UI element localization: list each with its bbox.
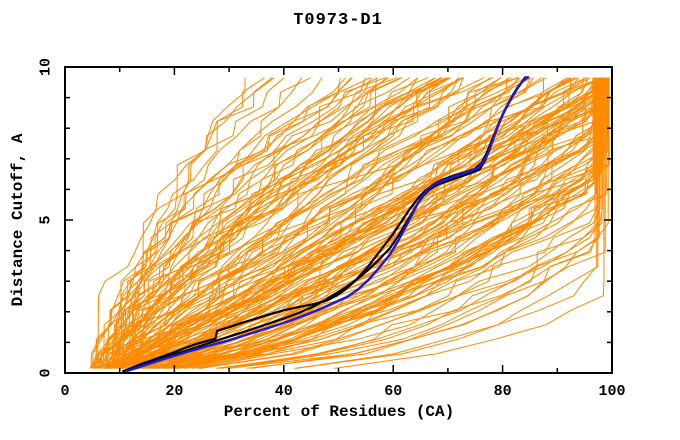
orange-model-curve: [104, 77, 502, 369]
orange-model-curve: [105, 77, 429, 369]
orange-model-curve: [95, 77, 352, 369]
orange-model-curve: [228, 77, 596, 369]
orange-model-curve: [106, 77, 585, 369]
x-tick-label: 40: [275, 383, 293, 400]
orange-model-curve: [155, 77, 605, 369]
orange-model-curve: [122, 77, 460, 369]
orange-model-curve: [107, 77, 312, 369]
orange-model-curve: [120, 77, 568, 369]
orange-model-curve: [113, 77, 527, 369]
orange-model-curve: [294, 77, 598, 369]
orange-model-curve: [122, 77, 602, 369]
orange-model-curve: [123, 77, 450, 369]
orange-model-curve: [113, 77, 595, 369]
orange-model-curve: [138, 77, 607, 369]
orange-model-curve: [117, 77, 534, 369]
orange-model-curve: [118, 77, 601, 369]
orange-model-curve: [179, 77, 594, 369]
orange-model-curve: [105, 77, 388, 369]
orange-model-curve: [104, 77, 597, 369]
y-tick-label: 5: [38, 215, 55, 224]
orange-curves-group: [89, 77, 610, 369]
orange-model-curve: [166, 77, 610, 369]
orange-model-curve: [90, 77, 389, 369]
plot-border: [64, 66, 613, 374]
orange-model-curve: [136, 77, 596, 369]
x-tick-label: 100: [598, 383, 625, 400]
orange-model-curve: [113, 77, 285, 369]
orange-model-curve: [120, 77, 547, 369]
orange-model-curve: [92, 77, 371, 369]
tick-labels-group: 0 20 40 60 80 100 0 5 10: [38, 58, 626, 400]
highlighted-model-blue: [124, 75, 530, 373]
orange-model-curve: [104, 77, 386, 369]
orange-model-curve: [140, 77, 604, 369]
orange-model-curve: [112, 77, 519, 369]
orange-model-curve: [113, 77, 597, 369]
orange-model-curve: [128, 77, 518, 369]
orange-model-curve: [100, 77, 447, 369]
orange-model-curve: [128, 77, 596, 369]
x-tick-label: 60: [384, 383, 402, 400]
orange-model-curve: [109, 77, 571, 369]
orange-model-curve: [106, 77, 418, 369]
orange-model-curve: [122, 77, 508, 369]
orange-model-curve: [103, 77, 521, 369]
y-tick-label: 0: [38, 368, 55, 377]
orange-model-curve: [227, 77, 609, 369]
orange-model-curve: [170, 77, 605, 369]
x-tick-label: 0: [60, 383, 69, 400]
orange-model-curve: [123, 77, 491, 369]
orange-model-curve: [98, 77, 436, 369]
orange-model-curve: [122, 77, 598, 369]
orange-model-curve: [118, 77, 323, 369]
x-axis-title: Percent of Residues (CA): [224, 403, 454, 421]
orange-model-curve: [133, 77, 605, 369]
x-tick-label: 80: [494, 383, 512, 400]
y-axis-title: Distance Cutoff, A: [9, 133, 27, 306]
orange-model-curve: [104, 77, 610, 369]
orange-model-curve: [92, 77, 448, 369]
orange-model-curve: [130, 77, 341, 369]
orange-model-curve: [97, 77, 450, 369]
orange-model-curve: [110, 77, 463, 369]
y-tick-label: 10: [38, 58, 55, 76]
orange-model-curve: [89, 77, 275, 369]
orange-model-curve: [92, 77, 347, 369]
orange-model-curve: [111, 77, 436, 369]
orange-model-curve: [103, 77, 543, 369]
x-tick-label: 20: [165, 383, 183, 400]
orange-model-curve: [175, 77, 607, 369]
chart-title: T0973-D1: [293, 11, 383, 30]
orange-model-curve: [121, 77, 512, 369]
highlighted-curves-group: [122, 75, 530, 373]
